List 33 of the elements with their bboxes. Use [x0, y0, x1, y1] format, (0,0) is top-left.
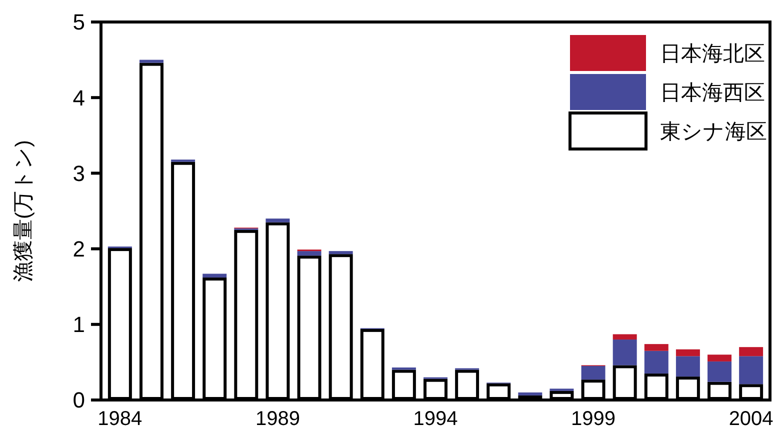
bar [612, 334, 637, 340]
bar [644, 350, 668, 374]
bar [297, 251, 322, 256]
y-tick-label: 2 [72, 236, 85, 262]
y-tick-label: 3 [72, 160, 85, 186]
bar [266, 218, 290, 222]
bar [328, 251, 353, 254]
y-tick-label: 1 [72, 312, 85, 338]
legend-label: 東シナ海区 [660, 120, 767, 144]
bar [612, 340, 637, 366]
x-tick-label: 1984 [98, 408, 142, 430]
y-tick-label: 0 [72, 388, 85, 413]
bar [708, 361, 732, 382]
x-tick-label: 1989 [255, 408, 300, 430]
bar [644, 344, 668, 351]
bar [739, 356, 764, 384]
bar [676, 356, 700, 377]
bar [392, 367, 416, 370]
x-tick-label: 1999 [571, 408, 616, 430]
y-tick-label: 4 [72, 85, 85, 110]
legend-label: 日本海西区 [660, 81, 765, 104]
x-tick-label: 2004 [728, 408, 774, 430]
y-tick-label: 5 [72, 10, 85, 35]
bar [739, 347, 764, 356]
bar [140, 60, 164, 63]
x-tick-label: 1994 [413, 408, 458, 430]
y-axis-title: 漁獲量(万トン) [12, 140, 35, 282]
bar [581, 366, 606, 380]
legend-label: 日本海北区 [660, 42, 765, 66]
bar [518, 392, 542, 396]
bar [708, 354, 732, 362]
bar [676, 349, 700, 356]
bar [202, 274, 227, 278]
